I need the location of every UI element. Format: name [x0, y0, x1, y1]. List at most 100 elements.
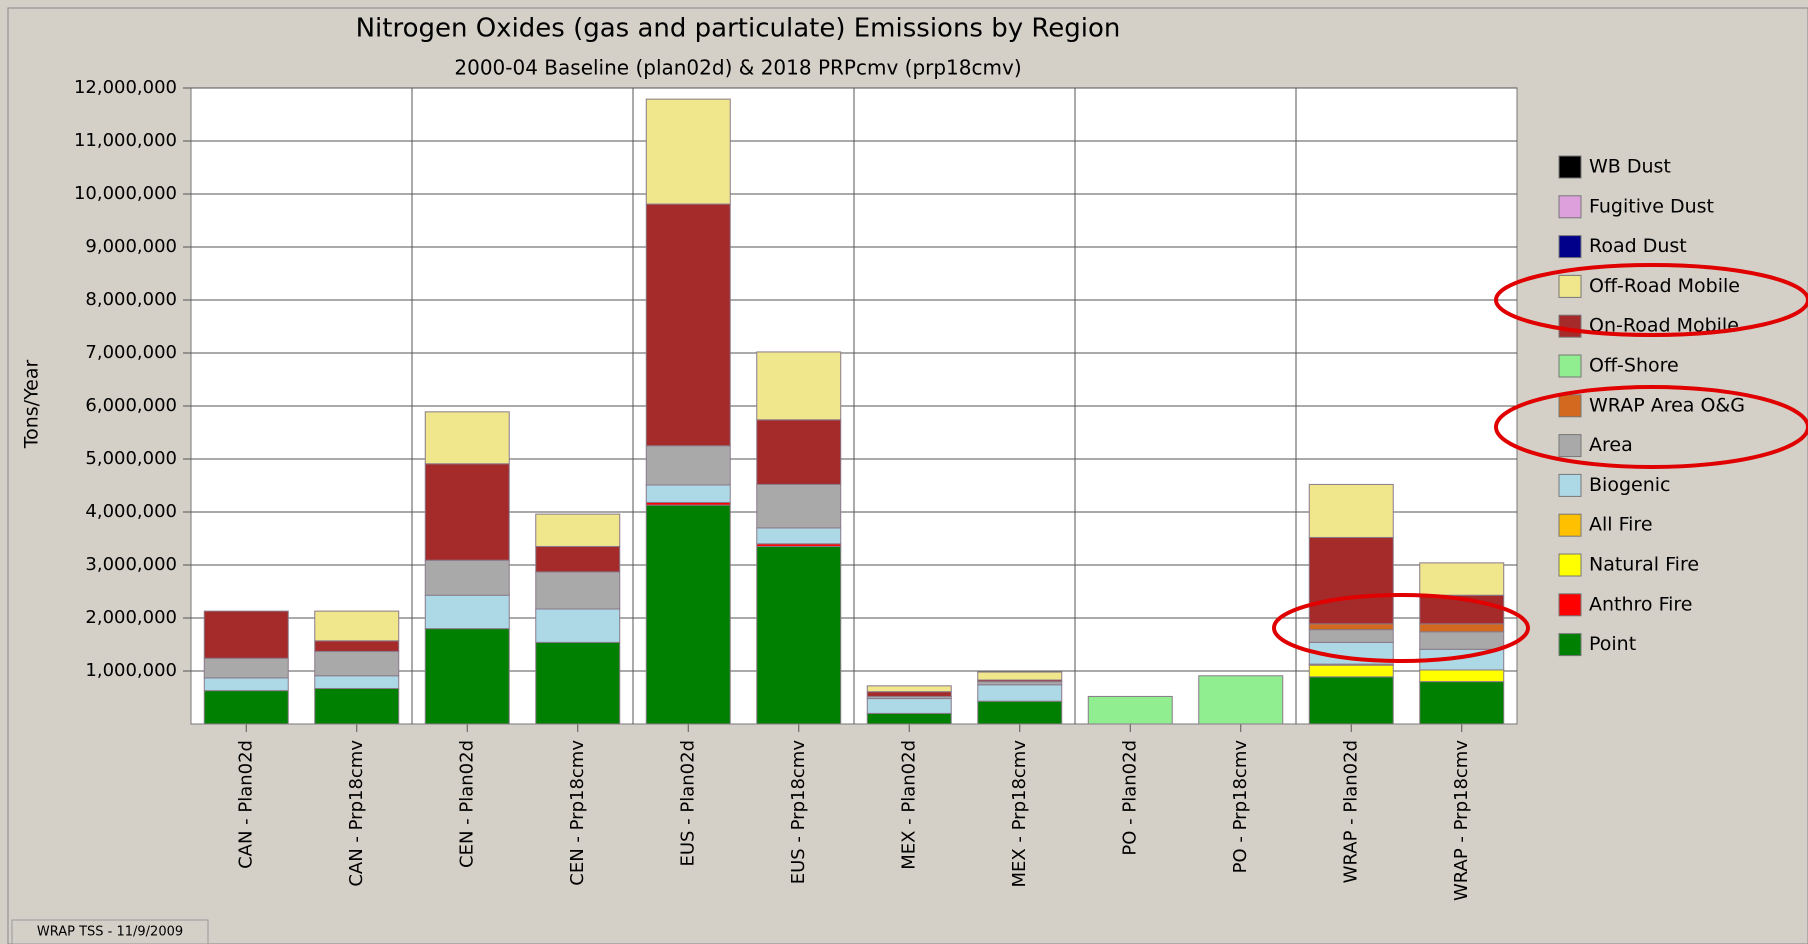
bar-segment [535, 608, 621, 643]
bar-segment [866, 685, 952, 693]
legend-label: Off-Shore [1589, 355, 1679, 377]
bar-segment [535, 571, 621, 610]
bar-segment [1308, 629, 1394, 643]
bar-segment [424, 463, 510, 561]
marks: 1,000,000 2,000,000 3,000,000 4,000,000 5,00… [74, 77, 1745, 901]
bar-segment [535, 513, 621, 547]
bar-segment [1308, 623, 1394, 631]
legend-label: Fugitive Dust [1589, 195, 1714, 217]
x-tick-label: PO - Prp18cmv [1230, 740, 1251, 874]
legend-label: Biogenic [1589, 474, 1670, 496]
footer: WRAP TSS - 11/9/2009 [37, 925, 183, 940]
bar-segment [866, 698, 952, 714]
x-tick-label: CEN - Plan02d [456, 740, 477, 868]
legend-label: Anthro Fire [1589, 593, 1693, 615]
x-tick-label: WRAP - Plan02d [1340, 740, 1361, 883]
annotation-ellipse [1494, 385, 1808, 469]
bar-segment [424, 628, 510, 725]
bar-segment [645, 98, 731, 205]
legend-label: Road Dust [1589, 235, 1687, 257]
bar-segment [977, 671, 1063, 681]
bar-segment [645, 445, 731, 486]
bar-segment [203, 690, 289, 725]
legend-swatch [1558, 473, 1582, 497]
x-tick-label: WRAP - Prp18cmv [1451, 740, 1472, 901]
bar-segment [1419, 669, 1505, 683]
legend-swatch [1558, 155, 1582, 179]
y-tick-label: 8,000,000 [85, 289, 177, 310]
bar-segment [645, 484, 731, 503]
bar-segment [1308, 536, 1394, 625]
x-tick-label: EUS - Prp18cmv [788, 740, 809, 885]
bar-segment [424, 411, 510, 465]
y-tick-label: 4,000,000 [85, 501, 177, 522]
bar-segment [1308, 664, 1394, 678]
y-tick-label: 7,000,000 [85, 342, 177, 363]
bar-segment [1198, 675, 1284, 725]
legend-label: All Fire [1589, 514, 1653, 536]
legend-label: WRAP Area O&G [1589, 394, 1745, 416]
bar-segment [756, 545, 842, 725]
chart-subtitle: 2000-04 Baseline (plan02d) & 2018 PRPcmv… [454, 56, 1021, 80]
bar-segment [756, 527, 842, 545]
y-tick-label: 11,000,000 [74, 130, 177, 151]
bar-segment [203, 677, 289, 692]
bar-segment [314, 675, 400, 689]
x-tick-label: CAN - Plan02d [235, 740, 256, 869]
legend-swatch [1558, 553, 1582, 577]
legend-swatch [1558, 434, 1582, 458]
legend-label: On-Road Mobile [1589, 315, 1739, 337]
bar-segment [866, 712, 952, 725]
legend-swatch [1558, 354, 1582, 378]
y-tick-label: 2,000,000 [85, 607, 177, 628]
y-tick-label: 10,000,000 [74, 183, 177, 204]
bar-segment [756, 419, 842, 485]
legend-swatch [1558, 274, 1582, 298]
bar-segment [314, 650, 400, 677]
legend-label: Off-Road Mobile [1589, 275, 1740, 297]
legend-label: Area [1589, 434, 1633, 456]
bar-segment [203, 610, 289, 659]
y-axis-label: Tons/Year [21, 360, 43, 450]
annotation-ellipse [1494, 263, 1808, 337]
bar-segment [424, 594, 510, 630]
bar-segment [424, 559, 510, 596]
bar-segment [977, 700, 1063, 725]
legend-swatch [1558, 195, 1582, 219]
bar-segment [535, 641, 621, 725]
x-tick-label: CEN - Prp18cmv [567, 740, 588, 886]
legend-swatch [1558, 314, 1582, 338]
bar-segment [1419, 562, 1505, 596]
bar-segment [1419, 681, 1505, 725]
bar-segment [314, 687, 400, 725]
x-tick-label: CAN - Prp18cmv [346, 740, 367, 887]
bar-segment [203, 657, 289, 679]
chart-title: Nitrogen Oxides (gas and particulate) Em… [356, 14, 1121, 44]
x-tick-label: MEX - Prp18cmv [1009, 740, 1030, 888]
bar-segment [1419, 623, 1505, 633]
bar-segment [314, 640, 400, 652]
bar-segment [1087, 695, 1173, 725]
y-tick-label: 9,000,000 [85, 236, 177, 257]
y-tick-label: 5,000,000 [85, 448, 177, 469]
y-tick-label: 12,000,000 [74, 77, 177, 98]
x-tick-label: PO - Plan02d [1119, 740, 1140, 856]
bar-segment [645, 203, 731, 447]
bar-segment [866, 691, 952, 697]
legend-label: WB Dust [1589, 156, 1671, 178]
annotation-ellipse [1272, 593, 1530, 663]
footer-box [11, 919, 209, 944]
x-tick-label: MEX - Plan02d [898, 740, 919, 870]
legend-swatch [1558, 633, 1582, 657]
y-tick-label: 1,000,000 [85, 660, 177, 681]
legend-swatch [1558, 394, 1582, 418]
x-tick-label: EUS - Plan02d [677, 740, 698, 867]
bar-segment [1419, 631, 1505, 650]
legend-swatch [1558, 593, 1582, 617]
legend-label: Natural Fire [1589, 554, 1699, 576]
legend-label: Point [1589, 633, 1636, 655]
legend-swatch [1558, 513, 1582, 537]
bar-segment [1308, 676, 1394, 725]
bar-segment [977, 684, 1063, 702]
